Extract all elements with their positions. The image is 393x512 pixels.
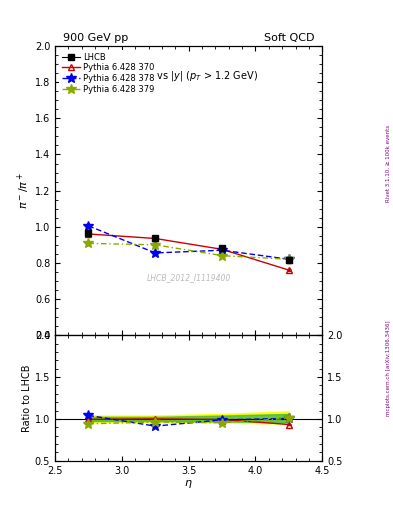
Text: $\pi^-/\pi^+$ vs $|y|$ ($p_T$ > 1.2 GeV): $\pi^-/\pi^+$ vs $|y|$ ($p_T$ > 1.2 GeV) [120,69,257,84]
Y-axis label: $\pi^-/\pi^+$: $\pi^-/\pi^+$ [16,172,32,209]
Y-axis label: Ratio to LHCB: Ratio to LHCB [22,364,32,432]
X-axis label: $\eta$: $\eta$ [184,478,193,490]
Text: mcplots.cern.ch [arXiv:1306.3436]: mcplots.cern.ch [arXiv:1306.3436] [386,321,391,416]
Text: 900 GeV pp: 900 GeV pp [63,33,128,44]
Text: Rivet 3.1.10, ≥ 100k events: Rivet 3.1.10, ≥ 100k events [386,125,391,202]
Legend: LHCB, Pythia 6.428 370, Pythia 6.428 378, Pythia 6.428 379: LHCB, Pythia 6.428 370, Pythia 6.428 378… [59,50,157,96]
Text: LHCB_2012_I1119400: LHCB_2012_I1119400 [147,273,231,282]
Text: Soft QCD: Soft QCD [264,33,314,44]
